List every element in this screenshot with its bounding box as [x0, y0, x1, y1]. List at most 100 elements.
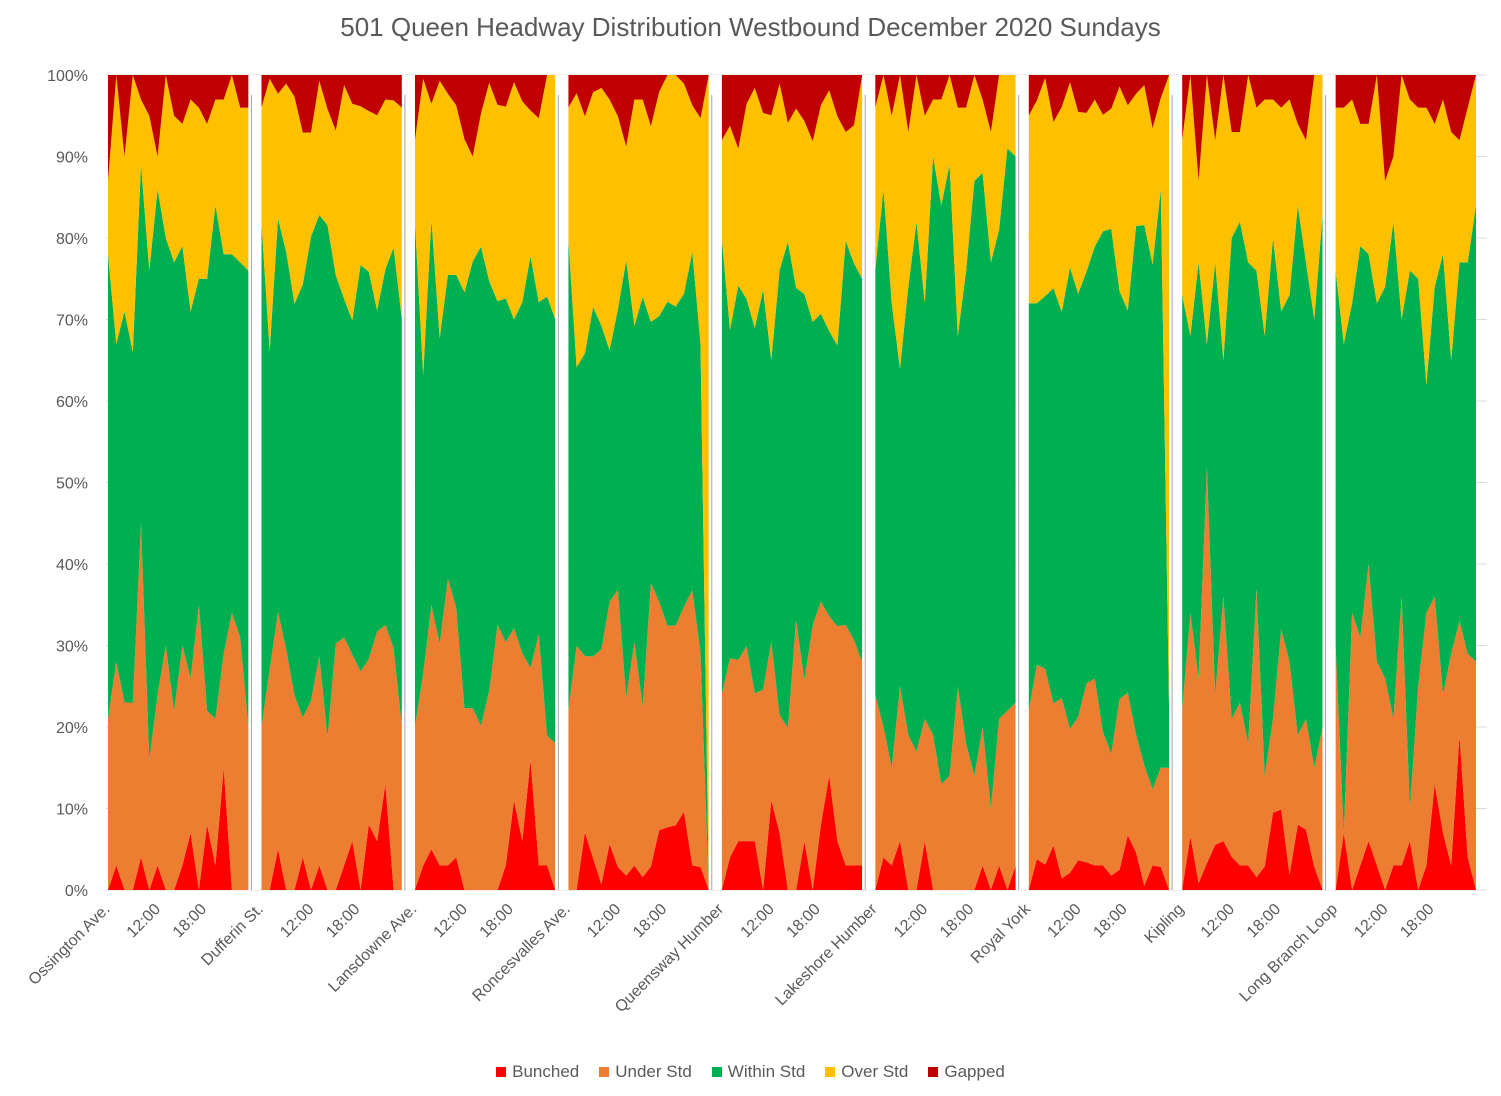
area-over-std-4 [721, 75, 863, 361]
x-tick-label: Ossington Ave. [26, 901, 114, 989]
area-bunched-7 [1182, 809, 1323, 890]
area-bunched-5 [875, 841, 1016, 890]
legend-item: Bunched [496, 1062, 579, 1082]
area-over-std-2 [414, 75, 556, 376]
area-gapped-1 [261, 75, 402, 133]
area-over-std-1 [261, 78, 402, 352]
area-under-std-7 [1182, 466, 1323, 890]
x-tick-label: 18:00 [1090, 901, 1130, 941]
area-within-std-1 [261, 215, 402, 738]
legend-swatch [711, 1067, 722, 1077]
station-gap [555, 75, 569, 890]
y-tick-label: 100% [47, 68, 88, 85]
x-tick-label: Royal York [968, 900, 1035, 967]
area-under-std-0 [108, 523, 249, 890]
legend-label: Within Std [727, 1062, 806, 1081]
station-separators [248, 75, 1336, 890]
area-bunched-2 [414, 759, 556, 890]
y-tick-label: 20% [56, 720, 88, 737]
station-gap [1015, 75, 1029, 890]
y-tick-label: 90% [56, 150, 88, 167]
area-gapped-5 [875, 75, 1016, 132]
area-under-std-3 [568, 583, 709, 890]
area-under-std-8 [1335, 564, 1476, 890]
chart-title: 501 Queen Headway Distribution Westbound… [340, 12, 1161, 42]
area-gapped-2 [414, 75, 556, 157]
legend-label: Over Std [841, 1062, 909, 1081]
area-within-std-5 [875, 148, 1016, 809]
area-bunched-8 [1335, 735, 1476, 890]
x-tick-label: Long Branch Loop [1236, 901, 1341, 1006]
y-tick-label: 60% [56, 394, 88, 411]
area-over-std-6 [1028, 75, 1170, 711]
area-over-std-5 [875, 75, 1016, 369]
legend-item: Within Std [711, 1062, 806, 1082]
area-over-std-8 [1335, 75, 1476, 385]
area-under-std-4 [721, 601, 863, 890]
area-over-std-7 [1182, 75, 1323, 361]
y-tick-label: 80% [56, 231, 88, 248]
area-under-std-5 [875, 686, 1016, 890]
y-tick-label: 30% [56, 639, 88, 656]
area-bunched-4 [721, 775, 863, 890]
x-tick-label: 12:00 [1351, 901, 1391, 941]
station-gap [708, 75, 722, 890]
x-tick-label: 12:00 [124, 901, 164, 941]
station-gap [862, 75, 876, 890]
legend-label: Gapped [944, 1062, 1005, 1081]
y-axis-tick-labels: 0% 10% 20% 30% 40% 50% 60% 70% 80% 90% 100% [47, 68, 88, 900]
x-tick-label: 18:00 [1397, 901, 1437, 941]
area-gapped-4 [721, 75, 863, 149]
x-tick-label: 18:00 [477, 901, 517, 941]
area-within-std-3 [568, 238, 709, 890]
x-tick-label: Queensway Humber [612, 900, 728, 1016]
y-tick-label: 70% [56, 313, 88, 330]
x-tick-label: Kipling [1142, 901, 1188, 947]
x-tick-label: 12:00 [1198, 901, 1238, 941]
legend-swatch [928, 1067, 939, 1077]
y-tick-label: 0% [65, 883, 88, 900]
legend-item: Under Std [599, 1062, 692, 1082]
area-bunched-6 [1028, 835, 1170, 890]
x-tick-label: Roncesvalles Ave. [469, 901, 573, 1005]
area-within-std-2 [414, 219, 556, 744]
legend-swatch [825, 1067, 836, 1077]
area-within-std-6 [1028, 189, 1170, 790]
legend-swatch [496, 1067, 507, 1077]
area-gapped-0 [108, 75, 249, 181]
area-bunched-3 [568, 811, 709, 890]
area-within-std-0 [108, 164, 249, 760]
x-tick-label: 12:00 [584, 901, 624, 941]
legend-label: Bunched [512, 1062, 580, 1081]
area-bunched-1 [261, 784, 402, 890]
area-over-std-0 [108, 75, 249, 353]
area-gapped-8 [1335, 75, 1476, 181]
y-tick-label: 50% [56, 476, 88, 493]
x-tick-label: 12:00 [891, 901, 931, 941]
area-within-std-8 [1335, 205, 1476, 833]
legend-swatch [599, 1067, 610, 1077]
area-under-std-6 [1028, 664, 1170, 890]
x-tick-label: 18:00 [170, 901, 210, 941]
area-series [108, 75, 1476, 890]
area-within-std-7 [1182, 205, 1323, 776]
area-bunched-0 [108, 767, 249, 890]
x-tick-label: 18:00 [323, 901, 363, 941]
x-tick-label: 18:00 [937, 901, 977, 941]
area-gapped-6 [1028, 75, 1170, 129]
x-tick-label: 18:00 [630, 901, 670, 941]
x-tick-label: 12:00 [277, 901, 317, 941]
station-gap [401, 75, 415, 890]
legend-label: Under Std [615, 1062, 692, 1081]
area-within-std-4 [721, 238, 863, 728]
x-tick-label: 18:00 [1244, 901, 1284, 941]
area-over-std-3 [568, 75, 709, 890]
x-tick-label: 12:00 [738, 901, 778, 941]
area-gapped-3 [568, 75, 709, 147]
x-tick-label: 12:00 [1044, 901, 1084, 941]
x-tick-label: Dufferin St. [198, 901, 266, 969]
area-under-std-2 [414, 578, 556, 890]
x-tick-label: Lakeshore Humber [772, 900, 881, 1009]
